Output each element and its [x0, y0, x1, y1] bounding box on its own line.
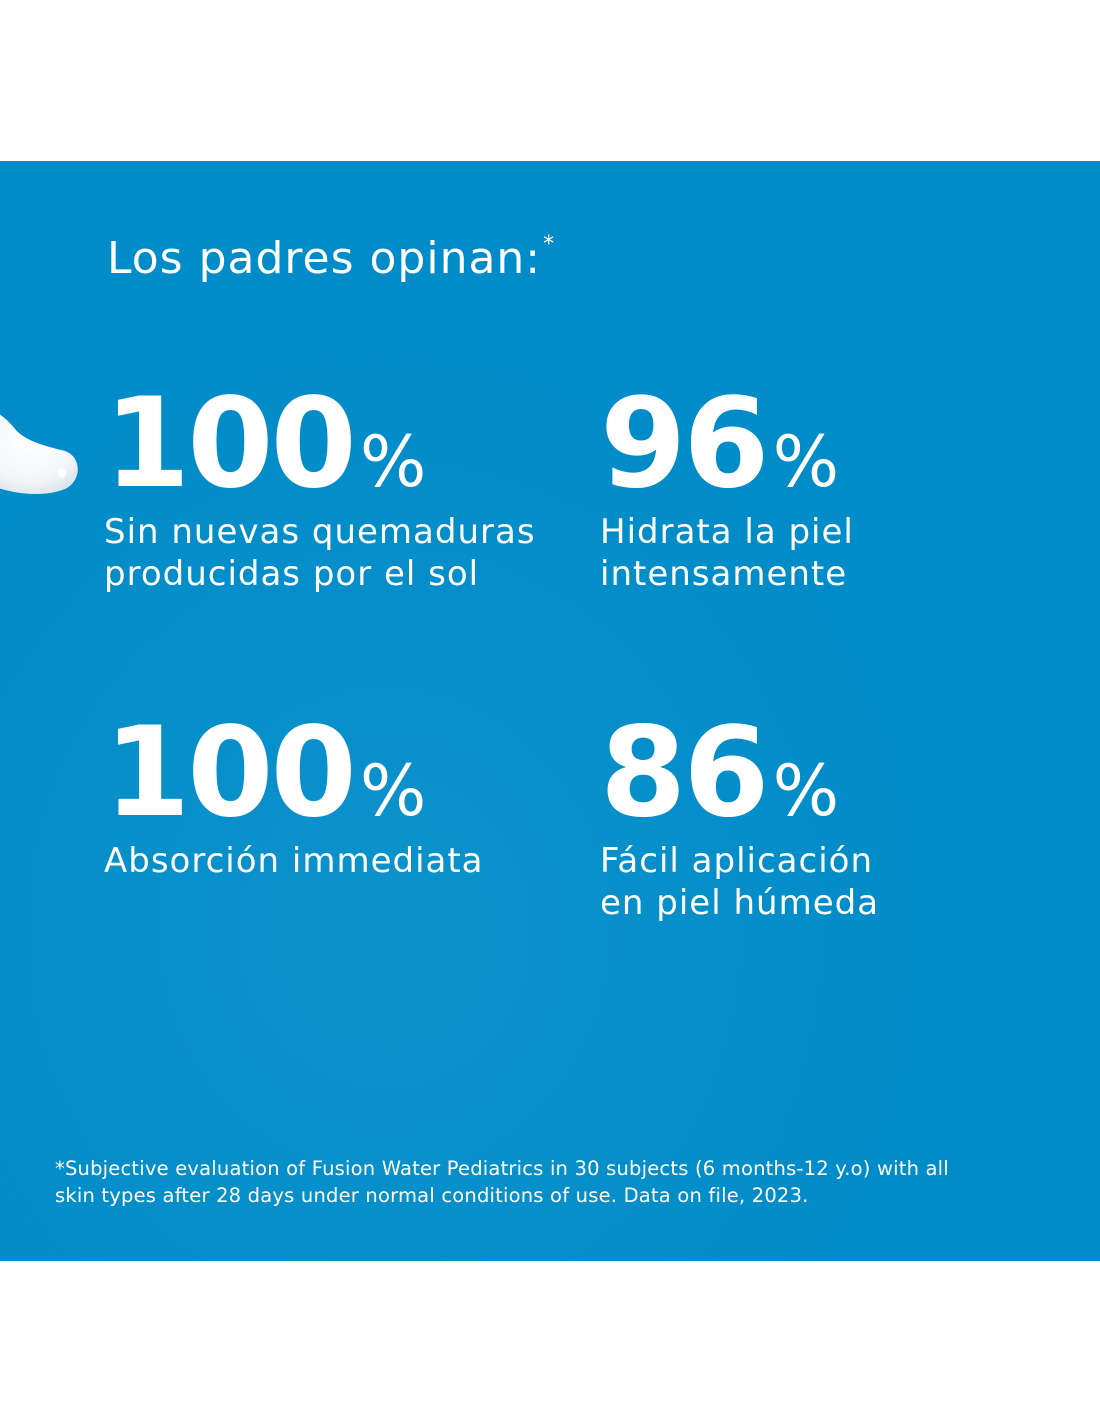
stat-figure: 100% [104, 382, 536, 506]
stat-description-line: Absorción immediata [104, 841, 484, 881]
stat-figure: 100% [104, 711, 484, 835]
stat-description-line: Sin nuevas quemaduras [104, 512, 536, 552]
footnote-line: *Subjective evaluation of Fusion Water P… [55, 1157, 949, 1180]
stat-value: 100 [104, 701, 357, 845]
stat-value: 96 [600, 372, 770, 516]
stat-hydration: 96% Hidrata la piel intensamente [600, 382, 854, 595]
cream-swatch-icon [0, 414, 78, 494]
stat-description-line: Hidrata la piel [600, 512, 854, 552]
stat-description: Fácil aplicación en piel húmeda [600, 840, 879, 924]
stat-description-line: Fácil aplicación [600, 841, 873, 881]
stat-description-line: intensamente [600, 554, 848, 594]
stat-unit: % [772, 421, 840, 503]
stat-unit: % [772, 750, 840, 832]
stat-description: Hidrata la piel intensamente [600, 511, 854, 595]
stat-value: 86 [600, 701, 770, 845]
claims-panel: Los padres opinan:* 100% Sin nuevas quem… [0, 161, 1100, 1261]
footnote-line: skin types after 28 days under normal co… [55, 1184, 809, 1207]
panel-heading: Los padres opinan:* [107, 217, 555, 287]
footnote: *Subjective evaluation of Fusion Water P… [55, 1155, 1055, 1209]
stat-wet-skin-application: 86% Fácil aplicación en piel húmeda [600, 711, 879, 924]
stat-unit: % [359, 421, 427, 503]
stat-value: 100 [104, 372, 357, 516]
stat-figure: 96% [600, 382, 854, 506]
stat-description-line: en piel húmeda [600, 883, 880, 923]
stat-figure: 86% [600, 711, 879, 835]
stat-description: Absorción immediata [104, 840, 484, 882]
heading-text: Los padres opinan: [107, 233, 542, 284]
stat-unit: % [359, 750, 427, 832]
stat-description: Sin nuevas quemaduras producidas por el … [104, 511, 536, 595]
stat-description-line: producidas por el sol [104, 554, 480, 594]
footnote-marker: * [543, 232, 556, 257]
stat-sunburn: 100% Sin nuevas quemaduras producidas po… [104, 382, 536, 595]
stat-absorption: 100% Absorción immediata [104, 711, 484, 882]
